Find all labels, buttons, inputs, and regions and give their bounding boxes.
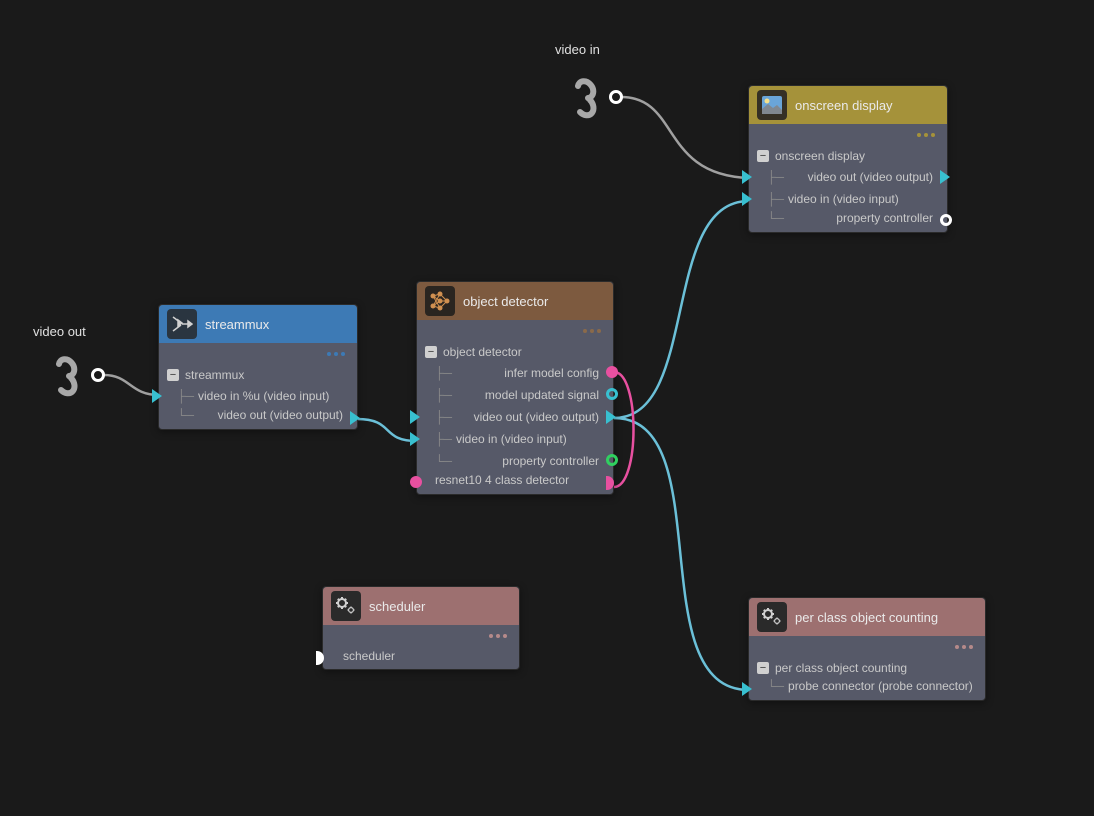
port-socket[interactable] <box>606 476 620 490</box>
collapse-icon[interactable]: − <box>757 662 769 674</box>
port-video-in-osd[interactable]: ├─ video in (video input) <box>749 188 947 210</box>
port-model-updated-signal[interactable]: ├─ model updated signal <box>417 384 613 406</box>
chain-anchor-video-in[interactable] <box>565 78 605 120</box>
port-socket[interactable] <box>606 366 620 380</box>
port-socket[interactable] <box>606 454 620 468</box>
port-video-out-osd[interactable]: ├─ video out (video output) <box>749 166 947 188</box>
chain-anchor-video-out[interactable] <box>46 356 86 398</box>
display-icon <box>757 90 787 120</box>
port-property-controller-od[interactable]: └─ property controller <box>417 450 613 472</box>
node-per-class-object-counting[interactable]: per class object counting − per class ob… <box>748 597 986 701</box>
port-property-controller-osd[interactable]: └─ property controller <box>749 210 947 232</box>
video-in-label: video in <box>555 42 600 57</box>
port-socket-relay-in[interactable] <box>742 170 756 184</box>
port-resnet-row[interactable]: resnet10 4 class detector <box>417 472 613 494</box>
video-out-label: video out <box>33 324 86 339</box>
port-probe-connector[interactable]: └─ probe connector (probe connector) <box>749 678 985 700</box>
node-title: streammux <box>205 317 349 332</box>
node-title: object detector <box>463 294 605 309</box>
node-menu-streammux[interactable] <box>159 343 357 365</box>
node-header-per-class[interactable]: per class object counting <box>749 598 985 636</box>
chain-ring-video-out[interactable] <box>91 368 105 382</box>
section-per-class[interactable]: − per class object counting <box>749 658 985 678</box>
port-socket[interactable] <box>410 476 424 490</box>
mux-icon <box>167 309 197 339</box>
port-socket[interactable] <box>742 682 756 696</box>
node-title: onscreen display <box>795 98 939 113</box>
port-socket[interactable] <box>742 192 756 206</box>
collapse-icon[interactable]: − <box>757 150 769 162</box>
node-streammux[interactable]: streammux − streammux ├─ video in %u (vi… <box>158 304 358 430</box>
section-onscreen-display[interactable]: − onscreen display <box>749 146 947 166</box>
node-scheduler[interactable]: scheduler scheduler <box>322 586 520 670</box>
port-socket[interactable] <box>940 214 954 228</box>
port-socket[interactable] <box>940 170 954 184</box>
gears-icon <box>757 602 787 632</box>
node-title: scheduler <box>369 599 511 614</box>
port-video-in-od[interactable]: ├─ video in (video input) <box>417 428 613 450</box>
node-object-detector[interactable]: object detector − object detector ├─ inf… <box>416 281 614 495</box>
gears-icon <box>331 591 361 621</box>
node-onscreen-display[interactable]: onscreen display − onscreen display ├─ v… <box>748 85 948 233</box>
port-video-out-od[interactable]: ├─ video out (video output) <box>417 406 613 428</box>
collapse-icon[interactable]: − <box>167 369 179 381</box>
port-socket[interactable] <box>410 432 424 446</box>
node-header-streammux[interactable]: streammux <box>159 305 357 343</box>
node-header-onscreen-display[interactable]: onscreen display <box>749 86 947 124</box>
node-menu-per-class[interactable] <box>749 636 985 658</box>
port-socket[interactable] <box>316 651 330 665</box>
port-socket-relay-in[interactable] <box>410 410 424 424</box>
node-title: per class object counting <box>795 610 977 625</box>
nn-icon <box>425 286 455 316</box>
port-socket-in[interactable] <box>152 389 166 403</box>
node-menu-onscreen-display[interactable] <box>749 124 947 146</box>
node-menu-scheduler[interactable] <box>323 625 519 647</box>
port-infer-model-config[interactable]: ├─ infer model config <box>417 362 613 384</box>
port-scheduler[interactable]: scheduler <box>323 647 519 669</box>
port-video-out[interactable]: └─ video out (video output) <box>159 407 357 429</box>
port-video-in-u[interactable]: ├─ video in %u (video input) <box>159 385 357 407</box>
port-socket[interactable] <box>606 410 620 424</box>
chain-ring-video-in[interactable] <box>609 90 623 104</box>
section-object-detector[interactable]: − object detector <box>417 342 613 362</box>
node-header-object-detector[interactable]: object detector <box>417 282 613 320</box>
node-menu-object-detector[interactable] <box>417 320 613 342</box>
port-socket[interactable] <box>606 388 620 402</box>
port-socket-out[interactable] <box>350 411 364 425</box>
node-header-scheduler[interactable]: scheduler <box>323 587 519 625</box>
collapse-icon[interactable]: − <box>425 346 437 358</box>
section-streammux[interactable]: − streammux <box>159 365 357 385</box>
